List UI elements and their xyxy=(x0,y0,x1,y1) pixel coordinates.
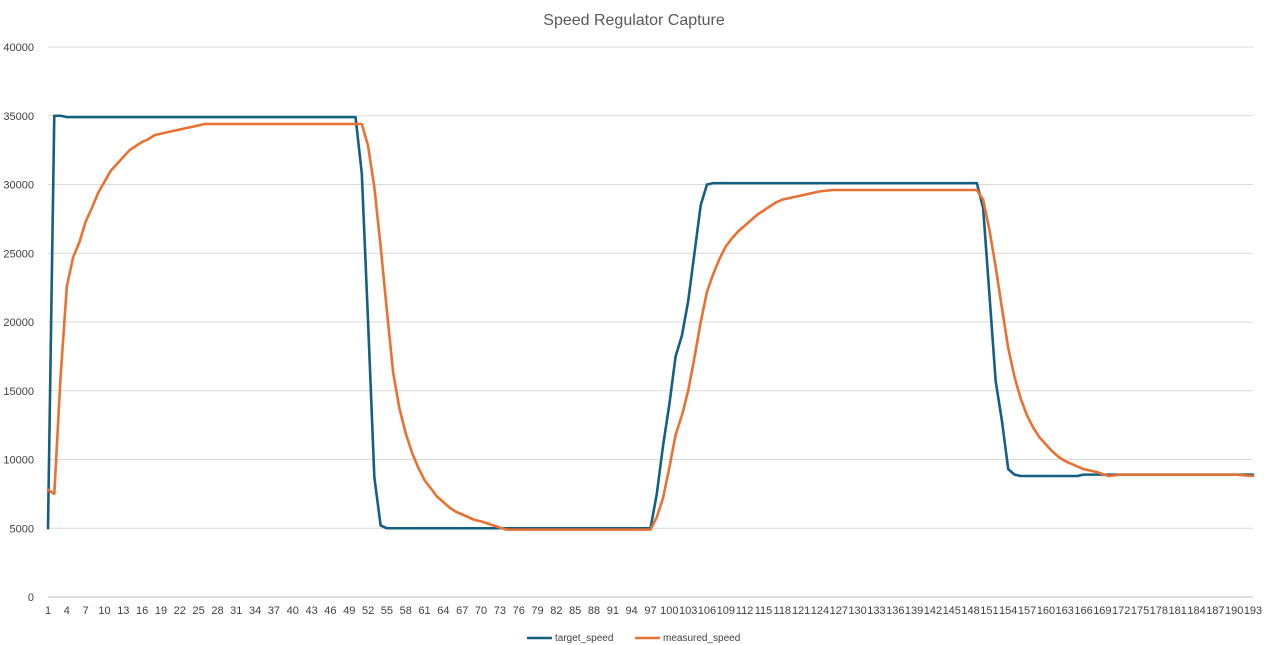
x-tick-label: 91 xyxy=(607,605,619,617)
x-tick-label: 25 xyxy=(193,605,205,617)
y-axis: 0 5000 10000 15000 20000 25000 30000 35000 40000 xyxy=(3,42,34,604)
legend: target_speed measured_speed xyxy=(527,633,740,644)
x-tick-label: 94 xyxy=(626,605,638,617)
series-layer xyxy=(46,114,1255,531)
y-tick-label: 30000 xyxy=(3,180,34,192)
x-tick-label: 160 xyxy=(1037,605,1055,617)
x-tick-label: 7 xyxy=(83,605,89,617)
y-tick-label: 20000 xyxy=(3,317,34,329)
x-tick-label: 76 xyxy=(513,605,525,617)
x-tick-label: 46 xyxy=(324,605,336,617)
x-tick-label: 64 xyxy=(437,605,449,617)
x-tick-label: 163 xyxy=(1056,605,1074,617)
x-tick-label: 22 xyxy=(174,605,186,617)
x-tick-label: 70 xyxy=(475,605,487,617)
y-tick-label: 0 xyxy=(28,592,34,604)
x-tick-label: 67 xyxy=(456,605,468,617)
x-tick-label: 73 xyxy=(494,605,506,617)
x-tick-label: 4 xyxy=(64,605,70,617)
x-tick-label: 52 xyxy=(362,605,374,617)
x-tick-label: 157 xyxy=(1018,605,1036,617)
x-tick-label: 34 xyxy=(249,605,261,617)
gridlines xyxy=(48,46,1253,598)
x-tick-label: 142 xyxy=(924,605,942,617)
x-tick-label: 178 xyxy=(1150,605,1168,617)
x-tick-label: 82 xyxy=(550,605,562,617)
x-tick-label: 16 xyxy=(136,605,148,617)
x-tick-label: 103 xyxy=(679,605,697,617)
x-tick-label: 112 xyxy=(736,605,754,617)
x-tick-label: 106 xyxy=(698,605,716,617)
x-tick-label: 109 xyxy=(717,605,735,617)
x-tick-label: 19 xyxy=(155,605,167,617)
x-tick-label: 136 xyxy=(886,605,904,617)
series-line-measured-speed xyxy=(46,122,1255,531)
x-tick-label: 49 xyxy=(343,605,355,617)
x-tick-label: 175 xyxy=(1131,605,1149,617)
x-axis: 1 4 7 10 13 16 19 22 25 28 31 34 37 40 43 46 49 52 55 58 61 6… xyxy=(45,605,1262,617)
x-tick-label: 85 xyxy=(569,605,581,617)
legend-label: target_speed xyxy=(555,633,613,644)
x-tick-label: 28 xyxy=(211,605,223,617)
x-tick-label: 79 xyxy=(531,605,543,617)
x-tick-label: 187 xyxy=(1206,605,1224,617)
x-tick-label: 172 xyxy=(1112,605,1130,617)
x-tick-label: 133 xyxy=(867,605,885,617)
x-tick-label: 61 xyxy=(418,605,430,617)
x-tick-label: 130 xyxy=(848,605,866,617)
y-tick-label: 25000 xyxy=(3,248,34,260)
y-tick-label: 5000 xyxy=(10,523,34,535)
x-tick-label: 43 xyxy=(305,605,317,617)
x-tick-label: 115 xyxy=(755,605,773,617)
x-tick-label: 97 xyxy=(644,605,656,617)
x-tick-label: 190 xyxy=(1225,605,1243,617)
y-tick-label: 15000 xyxy=(3,386,34,398)
x-tick-label: 139 xyxy=(905,605,923,617)
x-tick-label: 181 xyxy=(1169,605,1187,617)
x-tick-label: 169 xyxy=(1093,605,1111,617)
x-tick-label: 40 xyxy=(287,605,299,617)
y-tick-label: 10000 xyxy=(3,455,34,467)
x-tick-label: 55 xyxy=(381,605,393,617)
x-tick-label: 1 xyxy=(45,605,51,617)
x-tick-label: 184 xyxy=(1187,605,1205,617)
legend-label: measured_speed xyxy=(663,633,740,644)
x-tick-label: 10 xyxy=(98,605,110,617)
chart-title: Speed Regulator Capture xyxy=(543,12,725,29)
y-tick-label: 35000 xyxy=(3,111,34,123)
x-tick-label: 127 xyxy=(830,605,848,617)
x-tick-label: 193 xyxy=(1244,605,1262,617)
series-line-target-speed xyxy=(46,114,1255,530)
x-tick-label: 118 xyxy=(774,605,792,617)
x-tick-label: 154 xyxy=(999,605,1017,617)
x-tick-label: 148 xyxy=(961,605,979,617)
x-tick-label: 88 xyxy=(588,605,600,617)
y-tick-label: 40000 xyxy=(3,42,34,54)
x-tick-label: 31 xyxy=(230,605,242,617)
x-tick-label: 166 xyxy=(1074,605,1092,617)
x-tick-label: 37 xyxy=(268,605,280,617)
x-tick-label: 100 xyxy=(660,605,678,617)
x-tick-label: 145 xyxy=(943,605,961,617)
x-tick-label: 121 xyxy=(792,605,810,617)
x-tick-label: 13 xyxy=(117,605,129,617)
x-tick-label: 124 xyxy=(811,605,829,617)
x-tick-label: 151 xyxy=(980,605,998,617)
x-tick-label: 58 xyxy=(400,605,412,617)
